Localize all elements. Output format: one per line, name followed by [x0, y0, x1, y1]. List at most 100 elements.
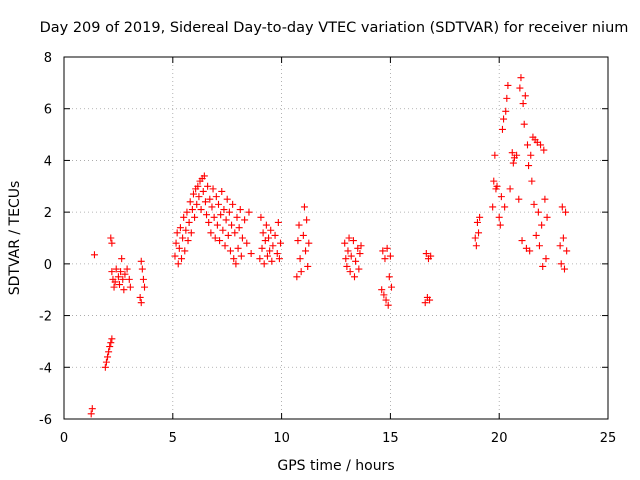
data-point: [347, 252, 355, 260]
data-point: [476, 213, 484, 221]
data-point: [178, 255, 186, 263]
data-point: [300, 203, 308, 211]
data-point: [194, 182, 202, 190]
data-point: [216, 237, 224, 245]
data-point: [293, 273, 301, 281]
data-point: [139, 275, 147, 283]
data-point: [539, 262, 547, 270]
x-tick-label: 20: [491, 431, 508, 446]
data-point: [268, 257, 276, 265]
data-point: [222, 216, 230, 224]
data-point: [193, 200, 201, 208]
data-point: [197, 206, 205, 214]
data-point: [274, 218, 282, 226]
data-point: [495, 213, 503, 221]
data-point: [357, 242, 365, 250]
data-point: [540, 146, 548, 154]
data-point: [519, 100, 527, 108]
y-tick-label: -4: [39, 361, 52, 376]
plot-frame: [63, 56, 609, 420]
y-tick-label: 0: [44, 258, 52, 273]
data-point: [538, 221, 546, 229]
data-point: [515, 195, 523, 203]
data-point: [175, 244, 183, 252]
data-point: [341, 239, 349, 247]
data-point: [355, 265, 363, 273]
data-point: [352, 257, 360, 265]
data-point: [232, 260, 240, 268]
data-point: [224, 231, 232, 239]
data-point: [504, 81, 512, 89]
data-point: [108, 335, 116, 343]
data-point: [136, 293, 144, 301]
data-point: [187, 229, 195, 237]
data-point: [185, 218, 193, 226]
data-point: [384, 301, 392, 309]
axis-ticks: [63, 56, 609, 420]
data-point: [225, 208, 233, 216]
data-point: [562, 208, 570, 216]
data-point: [102, 358, 110, 366]
data-point: [304, 262, 312, 270]
data-point: [126, 283, 134, 291]
data-point: [137, 299, 145, 307]
data-point: [266, 247, 274, 255]
data-point: [380, 291, 388, 299]
data-point: [173, 229, 181, 237]
data-point: [247, 250, 255, 258]
data-point: [189, 190, 197, 198]
data-point: [496, 221, 504, 229]
data-point: [556, 242, 564, 250]
data-point: [221, 242, 229, 250]
data-point: [265, 234, 273, 242]
x-tick-label: 10: [273, 431, 290, 446]
data-point: [535, 242, 543, 250]
data-point: [208, 203, 216, 211]
data-point: [557, 260, 565, 268]
data-point: [297, 268, 305, 276]
data-point: [207, 229, 215, 237]
data-point: [501, 203, 509, 211]
data-point: [188, 206, 196, 214]
data-point: [235, 224, 243, 232]
data-point: [489, 203, 497, 211]
data-point: [421, 299, 429, 307]
data-point: [385, 273, 393, 281]
data-point: [498, 125, 506, 133]
data-point: [195, 193, 203, 201]
data-point: [563, 247, 571, 255]
data-point: [181, 247, 189, 255]
data-points: [87, 74, 571, 418]
data-point: [502, 107, 510, 115]
data-point: [506, 185, 514, 193]
x-tick-label: 0: [60, 431, 68, 446]
data-point: [269, 242, 277, 250]
data-point: [171, 252, 179, 260]
y-tick-label: 2: [44, 206, 52, 221]
data-point: [277, 239, 285, 247]
data-point: [528, 177, 536, 185]
data-point: [260, 260, 268, 268]
data-point: [121, 270, 129, 278]
data-point: [238, 234, 246, 242]
data-point: [543, 213, 551, 221]
data-point: [199, 187, 207, 195]
data-point: [213, 221, 221, 229]
data-point: [201, 198, 209, 206]
x-tick-label: 15: [382, 431, 399, 446]
data-point: [471, 234, 479, 242]
data-point: [426, 296, 434, 304]
data-point: [263, 252, 271, 260]
data-point: [184, 237, 192, 245]
data-point: [379, 247, 387, 255]
data-point: [525, 162, 533, 170]
data-point: [530, 200, 538, 208]
data-point: [427, 252, 435, 260]
data-point: [275, 255, 283, 263]
x-tick-label: 5: [169, 431, 177, 446]
data-point: [262, 221, 270, 229]
y-tick-label: -6: [39, 413, 52, 428]
data-point: [523, 141, 531, 149]
data-point: [497, 193, 505, 201]
